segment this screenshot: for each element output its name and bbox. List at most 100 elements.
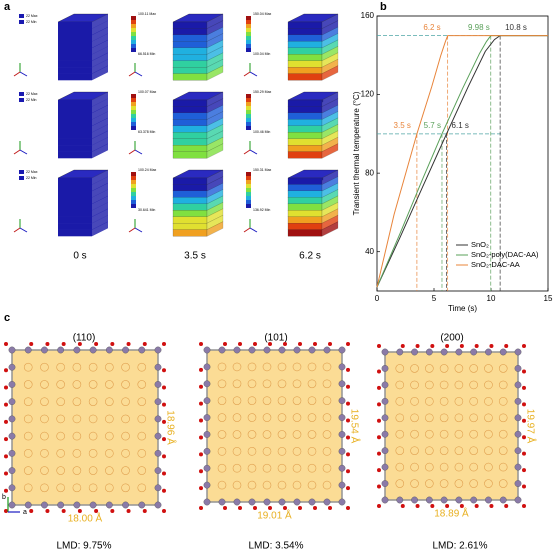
atom-o	[199, 452, 203, 457]
block	[57, 169, 109, 237]
atom-bg	[121, 414, 130, 424]
atom-bg	[23, 362, 33, 372]
atom-bg	[247, 430, 257, 439]
y-tick-label: 160	[361, 11, 375, 20]
annotation: 5.7 s	[424, 121, 441, 130]
colorbar-cell	[246, 172, 251, 176]
atom-o	[313, 342, 317, 346]
atom-bg	[425, 429, 434, 439]
atom-o	[377, 402, 381, 407]
atom-bg	[277, 362, 287, 372]
colorbar-min: 22 Min	[26, 98, 37, 102]
block-side-band	[92, 65, 108, 81]
block-front-band	[287, 47, 323, 55]
atom-o	[61, 342, 66, 346]
atom-o	[377, 369, 381, 374]
atom-o	[110, 342, 115, 346]
atom-bg	[469, 413, 478, 423]
atom-bg	[105, 380, 114, 389]
block-front-band	[172, 177, 208, 185]
atom-bg	[40, 362, 49, 372]
colorbar-cell	[131, 176, 136, 180]
atom-sn	[338, 447, 346, 455]
atom-bg	[88, 397, 98, 406]
atom-bg	[277, 413, 287, 422]
atom-o	[346, 506, 350, 510]
atom-bg	[484, 479, 493, 488]
atom-bg	[121, 362, 130, 372]
atom-bg	[232, 430, 242, 439]
atom-sn	[203, 431, 211, 438]
atom-o	[162, 385, 166, 390]
atom-bg	[137, 449, 147, 458]
block-side-band	[92, 208, 108, 224]
annotation: 3.5 s	[394, 121, 411, 130]
block-front-band	[58, 184, 92, 192]
annotation: 6.2 s	[423, 23, 440, 32]
colorbar-cell	[246, 98, 251, 102]
atom-o	[162, 488, 166, 493]
unit-cell	[206, 349, 343, 503]
colorbar-cell	[131, 24, 136, 28]
atom-bg	[498, 413, 508, 423]
atom-sn	[154, 432, 162, 440]
atom-o	[4, 385, 8, 390]
block-side-band	[92, 182, 108, 198]
block-front-band	[172, 151, 208, 159]
atom-o	[126, 342, 131, 346]
atom-bg	[425, 462, 434, 472]
annotation: 9.98 s	[468, 23, 490, 32]
block-side-band	[92, 202, 108, 217]
atom-bg	[454, 429, 464, 439]
atom-sn	[105, 501, 113, 509]
y-axis-label: Transient thermal temperature (°C)	[352, 91, 361, 215]
atom-o	[4, 488, 8, 493]
colorbar-cell	[131, 44, 136, 48]
atom-o	[199, 486, 203, 491]
atom-bg	[454, 397, 464, 406]
block-front-band	[287, 203, 323, 211]
atom-o	[400, 344, 405, 348]
atom-bg	[137, 431, 147, 441]
colorbar-cell	[246, 28, 251, 32]
atom-bg	[439, 364, 449, 373]
block-front-band	[172, 54, 208, 62]
atom-sn	[411, 496, 418, 504]
annotation: 6.1 s	[452, 121, 469, 130]
atom-o	[162, 342, 166, 346]
unit-cell	[11, 349, 159, 506]
atom-bg	[307, 480, 317, 490]
axis-label: b	[2, 494, 6, 501]
atom-bg	[40, 483, 49, 493]
atom-o	[346, 486, 350, 491]
atom-bg	[232, 396, 242, 405]
colorbar-cell	[131, 40, 136, 44]
atom-bg	[23, 449, 33, 458]
atom-o	[283, 506, 287, 510]
atom-bg	[137, 362, 147, 372]
block-front-band	[172, 28, 208, 36]
atom-bg	[72, 362, 82, 372]
atom-sn	[425, 348, 433, 356]
atom-bg	[454, 364, 464, 373]
atom-bg	[469, 380, 478, 390]
atom-bg	[395, 413, 405, 423]
block-front-band	[58, 100, 92, 107]
atom-sn	[338, 363, 346, 371]
colorbar-cell	[246, 184, 251, 188]
block-front-band	[172, 197, 208, 205]
atom-o	[522, 484, 526, 489]
block-front-band	[58, 47, 92, 55]
block-side-band	[206, 143, 224, 159]
atom-o	[346, 469, 350, 474]
atom-bg	[217, 430, 227, 439]
block-side-band	[92, 98, 108, 114]
colorbar-min: 22 Min	[26, 176, 37, 180]
block-front-band	[172, 216, 208, 224]
colorbar-min: 66.516 Min	[138, 52, 155, 56]
atom-bg	[322, 430, 332, 439]
atom-o	[313, 506, 317, 510]
atom-bg	[262, 447, 272, 456]
colorbar-cell	[131, 102, 136, 106]
atom-o	[522, 435, 526, 440]
